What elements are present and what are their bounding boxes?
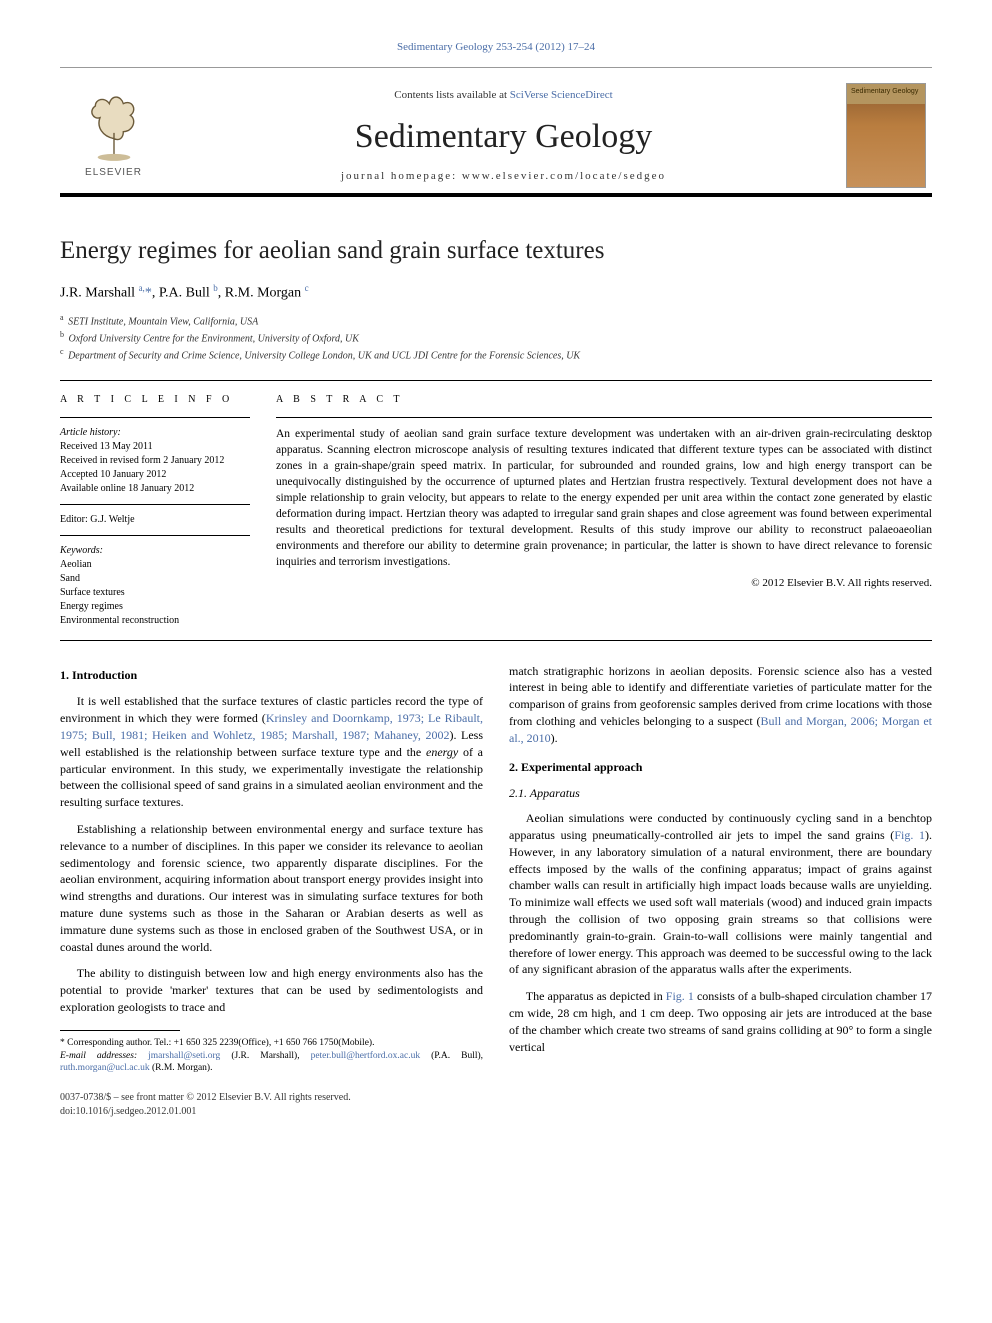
affiliation-a: a SETI Institute, Mountain View, Califor…	[60, 312, 932, 329]
history-accepted: Accepted 10 January 2012	[60, 468, 250, 482]
author-list: J.R. Marshall a,*, P.A. Bull b, R.M. Mor…	[60, 282, 932, 303]
header-center: Contents lists available at SciVerse Sci…	[161, 88, 846, 184]
figure-link[interactable]: Fig. 1	[894, 828, 925, 842]
history-revised: Received in revised form 2 January 2012	[60, 454, 250, 468]
section-2-heading: 2. Experimental approach	[509, 759, 932, 776]
emphasis: energy	[426, 745, 458, 759]
keyword: Sand	[60, 572, 250, 586]
journal-name: Sedimentary Geology	[161, 113, 846, 161]
keyword: Aeolian	[60, 558, 250, 572]
body-paragraph: Aeolian simulations were conducted by co…	[509, 810, 932, 978]
running-citation: Sedimentary Geology 253-254 (2012) 17–24	[60, 40, 932, 55]
footnote-emails: E-mail addresses: jmarshall@seti.org (J.…	[60, 1050, 483, 1076]
email-link[interactable]: ruth.morgan@ucl.ac.uk	[60, 1063, 150, 1073]
corresponding-author-footnote: * Corresponding author. Tel.: +1 650 325…	[60, 1037, 483, 1075]
pub-footer-left: 0037-0738/$ – see front matter © 2012 El…	[60, 1091, 351, 1119]
email-attribution: (R.M. Morgan).	[152, 1063, 213, 1073]
abstract-copyright: © 2012 Elsevier B.V. All rights reserved…	[276, 576, 932, 591]
sciencedirect-link[interactable]: SciVerse ScienceDirect	[510, 89, 613, 101]
body-paragraph: match stratigraphic horizons in aeolian …	[509, 663, 932, 747]
email-label: E-mail addresses:	[60, 1051, 137, 1061]
body-columns: 1. Introduction It is well established t…	[60, 663, 932, 1076]
cover-label: Sedimentary Geology	[851, 87, 918, 97]
contents-prefix: Contents lists available at	[394, 89, 509, 101]
homepage-url[interactable]: www.elsevier.com/locate/sedgeo	[462, 170, 666, 182]
article-info-heading: A R T I C L E I N F O	[60, 393, 250, 407]
publication-footer: 0037-0738/$ – see front matter © 2012 El…	[60, 1091, 932, 1119]
keywords-label: Keywords:	[60, 544, 250, 558]
history-received: Received 13 May 2011	[60, 440, 250, 454]
publisher-name: ELSEVIER	[85, 166, 142, 180]
email-attribution: (J.R. Marshall),	[231, 1051, 299, 1061]
abstract-block: A B S T R A C T An experimental study of…	[276, 393, 932, 628]
affiliation-b: b Oxford University Centre for the Envir…	[60, 329, 932, 346]
keyword: Surface textures	[60, 586, 250, 600]
abstract-text: An experimental study of aeolian sand gr…	[276, 426, 932, 571]
body-paragraph: Establishing a relationship between envi…	[60, 821, 483, 955]
elsevier-tree-icon	[79, 92, 149, 162]
keyword: Environmental reconstruction	[60, 614, 250, 628]
email-link[interactable]: peter.bull@hertford.ox.ac.uk	[311, 1051, 421, 1061]
article-meta-row: A R T I C L E I N F O Article history: R…	[60, 380, 932, 641]
contents-available-line: Contents lists available at SciVerse Sci…	[161, 88, 846, 103]
journal-cover-thumbnail: Sedimentary Geology	[846, 83, 926, 188]
history-label: Article history:	[60, 426, 250, 440]
article-title: Energy regimes for aeolian sand grain su…	[60, 233, 932, 268]
history-online: Available online 18 January 2012	[60, 482, 250, 496]
body-paragraph: It is well established that the surface …	[60, 693, 483, 811]
footnote-corr: * Corresponding author. Tel.: +1 650 325…	[60, 1037, 483, 1050]
affiliations: a SETI Institute, Mountain View, Califor…	[60, 312, 932, 364]
homepage-label: journal homepage:	[341, 170, 462, 182]
journal-homepage-line: journal homepage: www.elsevier.com/locat…	[161, 169, 846, 184]
journal-header: ELSEVIER Contents lists available at Sci…	[60, 67, 932, 197]
keyword: Energy regimes	[60, 600, 250, 614]
figure-link[interactable]: Fig. 1	[666, 989, 694, 1003]
front-matter-line: 0037-0738/$ – see front matter © 2012 El…	[60, 1091, 351, 1105]
email-link[interactable]: jmarshall@seti.org	[148, 1051, 220, 1061]
body-paragraph: The ability to distinguish between low a…	[60, 965, 483, 1015]
footnote-rule	[60, 1030, 180, 1031]
editor-line: Editor: G.J. Weltje	[60, 513, 250, 527]
body-paragraph: The apparatus as depicted in Fig. 1 cons…	[509, 988, 932, 1055]
article-info-block: A R T I C L E I N F O Article history: R…	[60, 393, 250, 628]
abstract-heading: A B S T R A C T	[276, 393, 932, 407]
email-attribution: (P.A. Bull),	[431, 1051, 483, 1061]
section-1-heading: 1. Introduction	[60, 667, 483, 684]
publisher-logo: ELSEVIER	[66, 86, 161, 186]
doi-line: doi:10.1016/j.sedgeo.2012.01.001	[60, 1105, 351, 1119]
section-2-1-heading: 2.1. Apparatus	[509, 785, 932, 802]
affiliation-c: c Department of Security and Crime Scien…	[60, 346, 932, 363]
